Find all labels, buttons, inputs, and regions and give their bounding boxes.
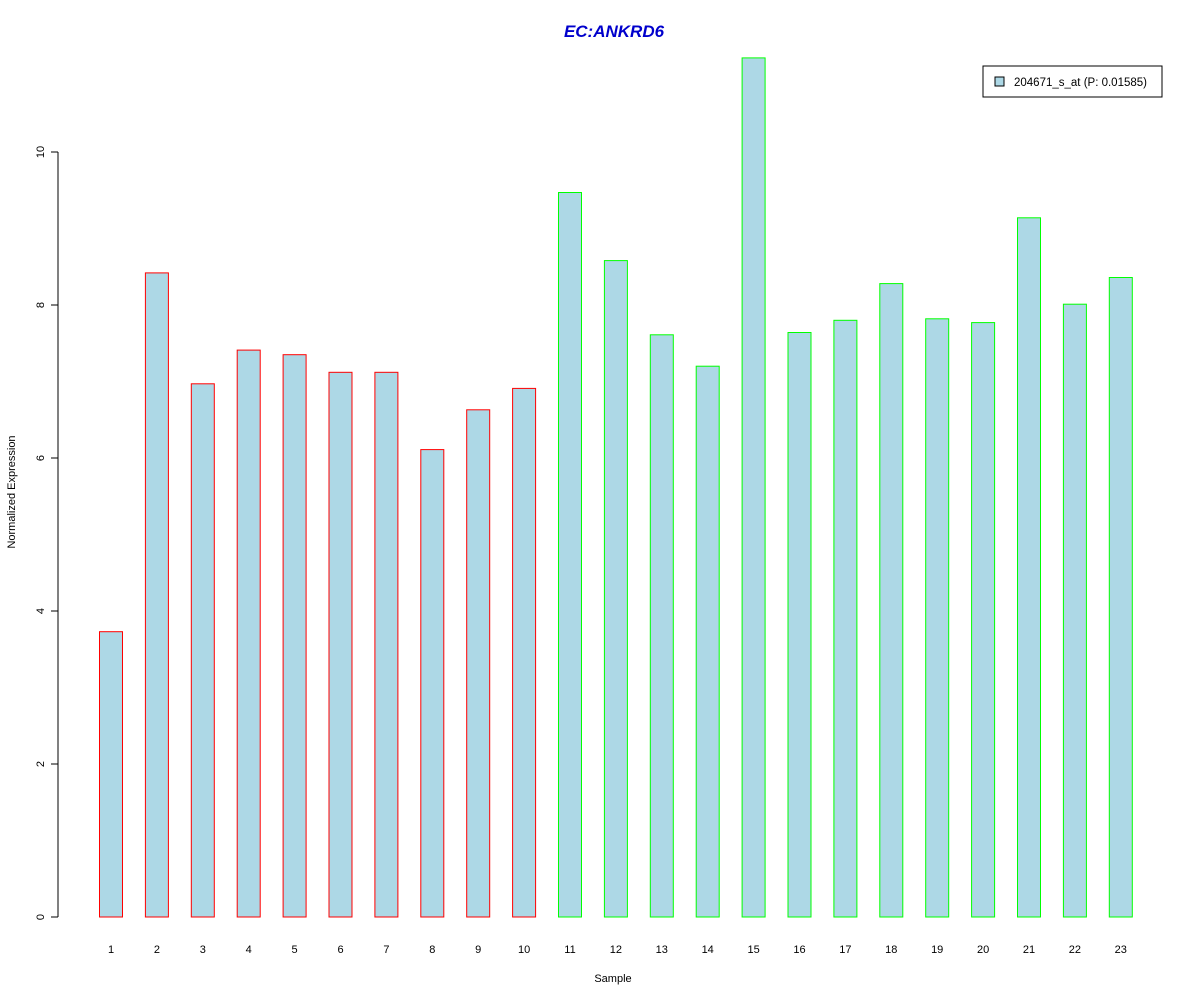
x-tick-label: 19 [931, 944, 943, 956]
y-tick-label: 6 [35, 455, 47, 461]
bar-sample-20 [971, 322, 996, 918]
legend-label: 204671_s_at (P: 0.01585) [1014, 77, 1147, 89]
bar-sample-9 [466, 409, 491, 918]
x-tick-label: 15 [747, 944, 759, 956]
x-tick-label: 1 [108, 944, 114, 956]
legend-swatch [994, 76, 1005, 87]
bar-sample-19 [925, 318, 950, 918]
bar-sample-14 [695, 365, 720, 918]
bar-sample-3 [190, 383, 215, 918]
bar-sample-4 [236, 349, 261, 918]
x-tick-label: 20 [977, 944, 989, 956]
bar-sample-5 [282, 354, 307, 918]
y-tick-label: 8 [35, 302, 47, 308]
bar-sample-17 [833, 319, 858, 918]
bar-sample-8 [420, 449, 445, 918]
x-tick-label: 12 [610, 944, 622, 956]
bars [99, 57, 1133, 918]
x-tick-label: 4 [246, 944, 252, 956]
x-tick-label: 2 [154, 944, 160, 956]
bar-sample-10 [512, 387, 537, 918]
y-tick-label: 2 [35, 761, 47, 767]
bar-sample-1 [99, 631, 123, 918]
chart-title: EC:ANKRD6 [564, 22, 665, 41]
bar-sample-16 [787, 332, 812, 918]
y-tick-label: 10 [35, 146, 47, 158]
x-tick-labels: 1 2 3 4 5 6 7 8 9 10 11 12 13 14 15 16 17 18 19 20 21 22 23 [108, 944, 1127, 956]
legend: 204671_s_at (P: 0.01585) [982, 65, 1163, 98]
x-tick-label: 14 [702, 944, 714, 956]
legend-box [982, 65, 1163, 98]
bar-sample-15 [741, 57, 766, 918]
bar-sample-11 [558, 192, 582, 918]
x-tick-label: 5 [292, 944, 298, 956]
y-axis: 0 2 4 6 8 10 [35, 146, 59, 920]
x-tick-label: 16 [793, 944, 805, 956]
bar-sample-13 [649, 334, 674, 918]
bar-sample-6 [328, 371, 353, 918]
y-tick-label: 0 [35, 914, 47, 920]
x-tick-label: 9 [475, 944, 481, 956]
x-tick-label: 23 [1115, 944, 1127, 956]
x-tick-label: 11 [564, 944, 575, 956]
x-tick-label: 6 [337, 944, 343, 956]
y-tick-label: 4 [35, 608, 47, 614]
bar-sample-12 [603, 260, 628, 918]
x-tick-label: 22 [1069, 944, 1081, 956]
bar-sample-22 [1062, 303, 1087, 918]
x-tick-label: 13 [656, 944, 668, 956]
x-tick-label: 10 [518, 944, 530, 956]
bar-sample-21 [1017, 217, 1041, 918]
x-tick-label: 7 [383, 944, 389, 956]
bar-sample-18 [879, 283, 904, 918]
x-tick-label: 18 [885, 944, 897, 956]
x-tick-label: 21 [1023, 944, 1035, 956]
x-axis-label: Sample [594, 973, 631, 985]
bar-sample-2 [144, 272, 169, 918]
bar-sample-7 [374, 371, 399, 918]
x-tick-label: 8 [429, 944, 435, 956]
bar-sample-23 [1108, 277, 1133, 918]
x-tick-label: 3 [200, 944, 206, 956]
x-tick-label: 17 [839, 944, 851, 956]
y-axis-label: Normalized Expression [6, 435, 18, 548]
